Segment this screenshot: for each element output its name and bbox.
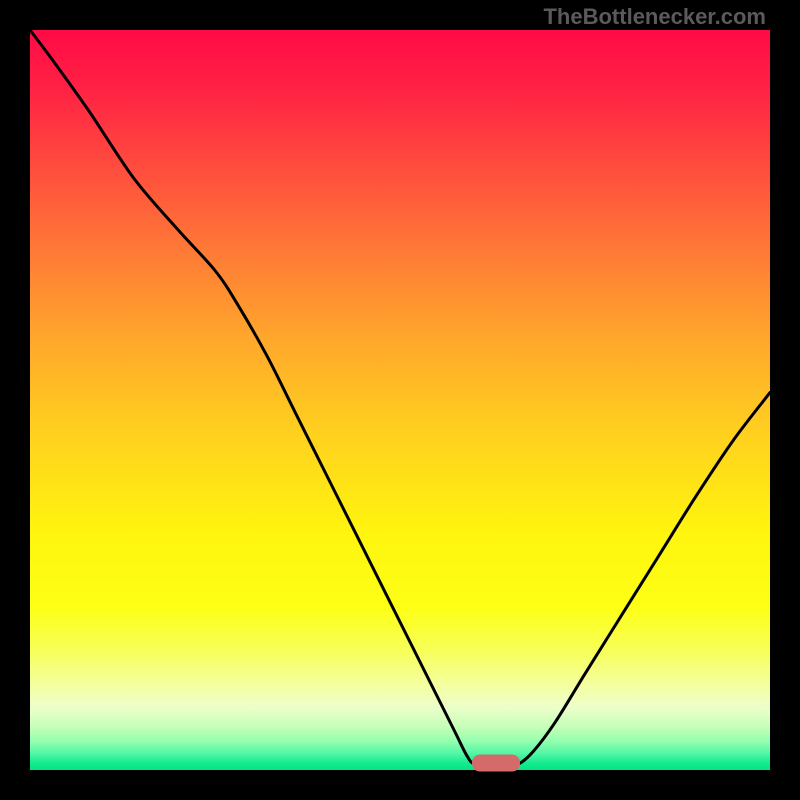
plot-area [30, 30, 770, 770]
attribution-text: TheBottlenecker.com [543, 4, 766, 30]
bottleneck-curve [30, 30, 770, 770]
chart-frame: TheBottlenecker.com [0, 0, 800, 800]
optimum-marker [472, 754, 520, 771]
